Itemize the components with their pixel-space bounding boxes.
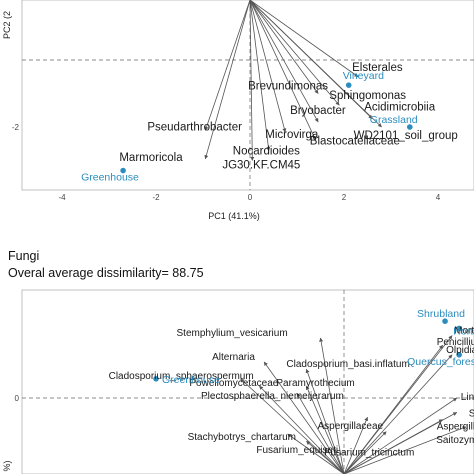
vector-pseudarthrobacter (204, 0, 251, 131)
point-quercus-forest (456, 352, 462, 358)
point-greenhouse (120, 167, 126, 174)
panel-b-title: Fungi (8, 249, 39, 263)
x-tick-label: 0 (248, 193, 253, 202)
panel-b-ticks: 0 (15, 394, 20, 403)
point-label-shrubland: Shrubland (417, 308, 465, 320)
fungi-biplot-panel: MortierellaceaePenicilliumOlpidiaceae Ste… (2, 289, 474, 474)
vector-blastocatellaceae (249, 0, 317, 141)
panel-a-arrows (204, 0, 382, 161)
vector-stachybotrys-chartarum (287, 433, 345, 474)
vector-alternaria (263, 361, 345, 474)
vector-label-solicoccozyma-aeria: Solicoccozyma_aeria (469, 408, 474, 419)
panel-b-ylabel: %) (2, 460, 12, 471)
vector-elsterales (249, 0, 359, 78)
vector-label-paramyrothecium: Paramyrothecium (276, 378, 354, 389)
bacteria-biplot-panel: Elsterales BrevundimonasSphingomonasAcidi… (2, 0, 474, 221)
panel-a-ticks: -4 -2 0 2 4 -2 (12, 123, 441, 202)
vector-label-linnemannia: Linnemannia (461, 392, 474, 403)
vector-brevundimonas (249, 0, 319, 94)
vector-label-microvirga: Microvirga (265, 129, 319, 141)
vector-label-stachybotrys-chartarum: Stachybotrys_chartarum (188, 432, 296, 443)
vector-label-powellomycetaceae: Powellomycetaceae (189, 378, 278, 389)
vector-label-saitozyma-podzolica: Saitozyma_podzolica (436, 435, 474, 446)
panel-b-border (21, 289, 474, 474)
vector-label-brevundimonas: Brevundimonas (248, 81, 328, 93)
vector-label-aspergillaceae: Aspergillaceae (318, 421, 384, 432)
vector-cladosporium-basi-inflatum (305, 368, 345, 474)
vector-label-penicillium: Penicillium (437, 337, 474, 348)
point-label-greenhouse: Greenhouse (81, 172, 139, 184)
point-vineyard (345, 82, 352, 88)
vector-jg30-kf-cm45 (249, 0, 255, 161)
vector-paramyrothecium (305, 385, 345, 474)
point-label-horticulture: Horticulture (453, 325, 474, 337)
panel-b-labels: MortierellaceaePenicilliumOlpidiaceae Ste… (109, 308, 474, 458)
y-tick-label: 0 (15, 394, 20, 403)
vector-stemphylium-vesicarium (319, 337, 345, 474)
vector-label-fusarium-tricinctum: Fusarium_tricinctum (324, 448, 414, 459)
panel-b-points (153, 318, 462, 382)
x-tick-label: 2 (342, 193, 347, 202)
point-label-greenhouse: Greenhouse (162, 374, 220, 386)
vector-wd2101-soil-group (249, 0, 382, 128)
point-greenhouse (153, 376, 159, 382)
vector-nocardioides (249, 0, 271, 151)
vector-label-wd2101-soil-group: WD2101_soil_group (354, 130, 458, 142)
vector-label-olpidiaceae: Olpidiaceae (446, 345, 474, 356)
vector-fusarium-equiseti (306, 440, 345, 474)
vector-label-marmoricola: Marmoricola (119, 152, 183, 164)
panel-b-arrows (240, 335, 467, 474)
panel-b-subtitle: Overal average dissimilarity= 88.75 (8, 266, 204, 280)
vector-microvirga (249, 0, 287, 133)
vector-olpidiaceae (343, 354, 453, 474)
x-tick-label: 4 (436, 193, 441, 202)
vector-label-plectosphaerella-niemeijerarum: Plectosphaerella_niemeijerarum (201, 391, 344, 402)
point-horticulture (456, 325, 462, 332)
panel-a-ylabel: PC2 (2 (2, 11, 12, 39)
y-tick-label: -2 (12, 123, 20, 132)
vector-label-cladosporium-sphaerospermum: Cladosporium_sphaerospermum (109, 371, 254, 382)
vector-label-bryobacter: Bryobacter (290, 105, 346, 117)
vector-label-mortierellaceae: Mortierellaceae (454, 326, 474, 337)
vector-label-elsterales: Elsterales (352, 62, 403, 74)
vector-aspergillus (343, 419, 444, 474)
vector-saitozyma-podzolica (343, 426, 467, 474)
vector-label-sphingomonas: Sphingomonas (329, 90, 406, 102)
vector-label-fusarium-equiseti: Fusarium_equiseti (256, 445, 338, 456)
vector-label-acidimicrobiia: Acidimicrobiia (364, 102, 436, 114)
vector-fusarium-tricinctum (343, 431, 387, 474)
vector-label-blastocatellaceae: Blastocatellaceae (310, 135, 400, 147)
x-tick-label: -4 (58, 193, 66, 202)
vector-label-cladosporium-basi-inflatum: Cladosporium_basi.inflatum (286, 359, 409, 370)
vector-cladosporium-sphaerospermum (240, 378, 345, 474)
panel-a-border (21, 0, 474, 191)
vector-label-alternaria: Alternaria (212, 352, 255, 363)
vector-label-jg30-kf-cm45: JG30.KF.CM45 (222, 160, 300, 172)
vector-plectosphaerella-niemeijerarum (296, 392, 345, 474)
panel-a-xlabel: PC1 (41.1%) (208, 211, 260, 221)
vector-label-pseudarthrobacter: Pseudarthrobacter (147, 121, 242, 133)
vector-sphingomonas (249, 0, 340, 106)
panel-a-labels: Elsterales BrevundimonasSphingomonasAcidi… (81, 62, 458, 184)
vector-label-nocardioides: Nocardioides (233, 145, 300, 157)
vector-label-aspergillus: Aspergillus (437, 422, 474, 433)
x-tick-label: -2 (152, 193, 160, 202)
point-shrubland (442, 318, 448, 325)
vector-penicillium (343, 344, 444, 474)
vector-bryobacter (249, 0, 319, 123)
vector-linnemannia (343, 397, 458, 474)
point-label-vineyard: Vineyard (343, 70, 384, 82)
point-grassland (407, 124, 413, 130)
vector-label-stemphylium-vesicarium: Stemphylium_vesicarium (177, 328, 288, 339)
vector-marmoricola (204, 0, 251, 160)
vector-aspergillaceae (343, 416, 368, 474)
vector-powellomycetaceae (259, 385, 345, 474)
point-label-quercus-forest: Quercus_forest (407, 356, 474, 368)
point-label-grassland: Grassland (370, 114, 418, 126)
panel-a-points (120, 82, 413, 174)
